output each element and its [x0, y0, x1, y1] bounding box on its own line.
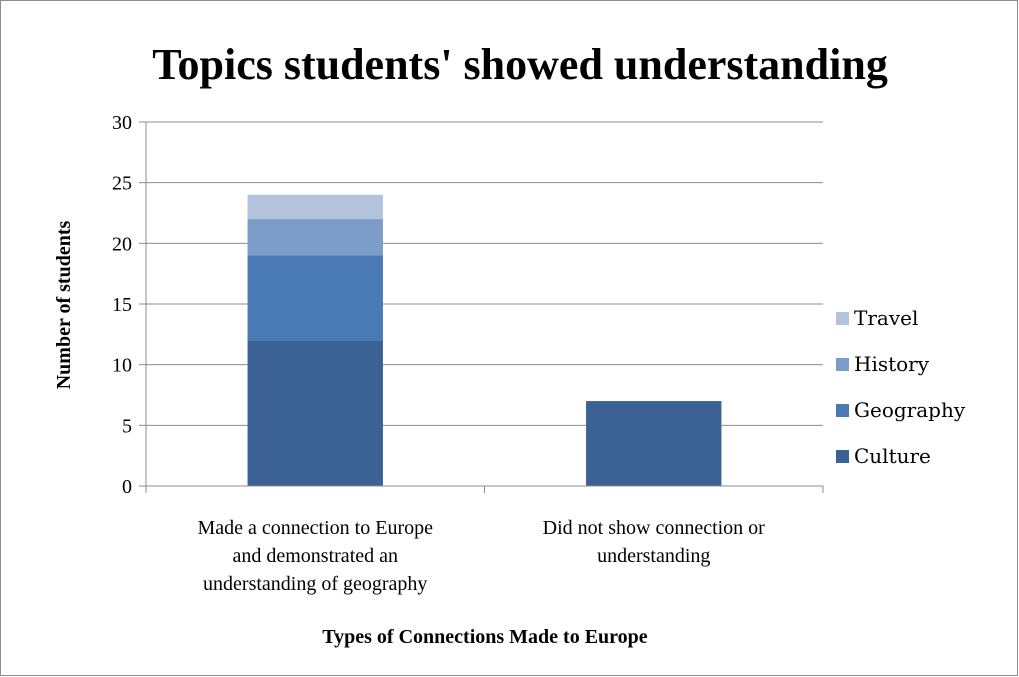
legend-swatch-geography	[836, 404, 849, 417]
legend-label-geography: Geography	[854, 398, 966, 422]
chart-title: Topics students' showed understanding	[152, 40, 888, 89]
y-axis-title: Number of students	[53, 221, 75, 390]
bar-segment-culture	[586, 401, 722, 486]
bar-segment-culture	[247, 340, 383, 486]
legend-label-culture: Culture	[854, 444, 931, 468]
bar-segment-travel	[247, 194, 383, 220]
y-tick-label: 10	[112, 355, 132, 377]
y-tick-label: 5	[122, 415, 132, 437]
y-tick-labels: 0 5 10 15 20 25 30	[112, 112, 132, 498]
legend-swatch-history	[836, 358, 849, 371]
legend-label-travel: Travel	[854, 306, 918, 330]
y-tick-label: 0	[122, 476, 132, 498]
category-label: understanding	[597, 545, 710, 567]
category-labels: Made a connection to Europe and demonstra…	[198, 517, 766, 595]
legend-label-history: History	[854, 352, 930, 376]
x-axis-title: Types of Connections Made to Europe	[322, 626, 648, 648]
category-label: Did not show connection or	[543, 517, 766, 539]
bar-segment-geography	[247, 255, 383, 341]
axes	[139, 121, 824, 493]
legend-swatch-travel	[836, 312, 849, 325]
y-tick-label: 30	[112, 112, 132, 134]
legend: Travel History Geography Culture	[836, 306, 966, 468]
category-label: understanding of geography	[203, 573, 427, 595]
legend-swatch-culture	[836, 450, 849, 463]
category-label: Made a connection to Europe	[198, 517, 434, 539]
y-tick-label: 20	[112, 233, 132, 255]
category-label: and demonstrated an	[233, 545, 399, 567]
bars	[247, 194, 722, 486]
bar-segment-history	[247, 219, 383, 256]
y-tick-label: 25	[112, 173, 132, 195]
y-tick-label: 15	[112, 294, 132, 316]
